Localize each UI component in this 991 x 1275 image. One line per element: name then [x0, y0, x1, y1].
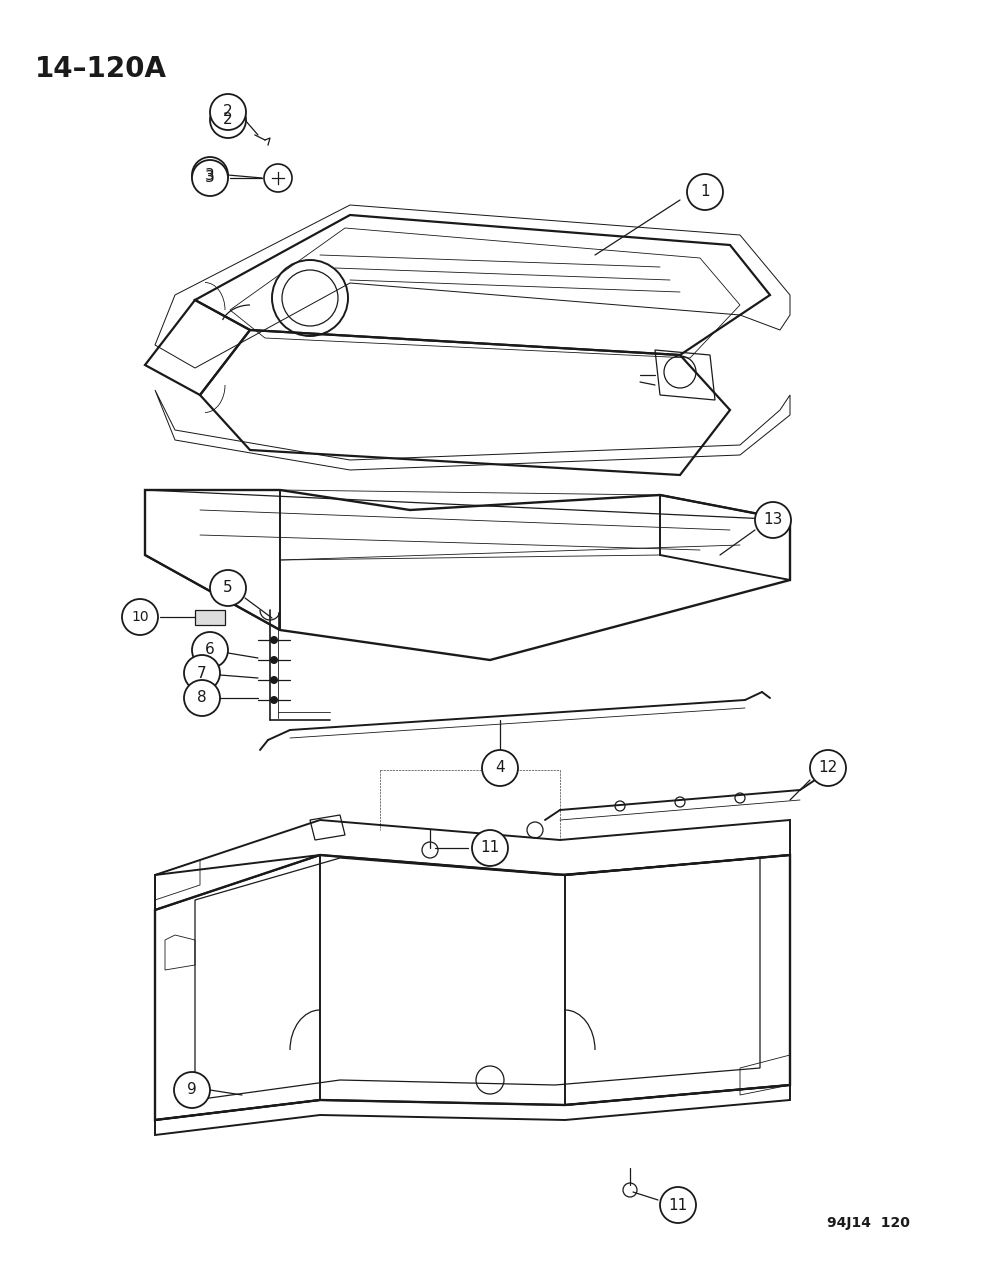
- Circle shape: [192, 632, 228, 668]
- Text: 2: 2: [223, 105, 233, 120]
- Text: 11: 11: [481, 840, 499, 856]
- Circle shape: [810, 750, 846, 785]
- Circle shape: [184, 655, 220, 691]
- Circle shape: [192, 157, 228, 193]
- Circle shape: [210, 570, 246, 606]
- Text: 7: 7: [197, 666, 207, 681]
- Text: 10: 10: [131, 609, 149, 623]
- Circle shape: [122, 599, 158, 635]
- Circle shape: [270, 696, 278, 704]
- Text: 94J14  120: 94J14 120: [827, 1216, 910, 1230]
- Circle shape: [184, 680, 220, 717]
- Circle shape: [174, 1072, 210, 1108]
- Circle shape: [210, 94, 246, 130]
- Circle shape: [755, 502, 791, 538]
- Text: 3: 3: [205, 167, 215, 182]
- Circle shape: [270, 657, 278, 664]
- Text: 9: 9: [187, 1082, 197, 1098]
- Circle shape: [270, 636, 278, 644]
- Text: 2: 2: [223, 112, 233, 128]
- Text: 13: 13: [763, 513, 783, 528]
- Circle shape: [270, 676, 278, 683]
- Text: 8: 8: [197, 691, 207, 705]
- Text: 1: 1: [701, 185, 710, 199]
- Text: 4: 4: [496, 760, 504, 775]
- Text: 6: 6: [205, 643, 215, 658]
- Text: 11: 11: [668, 1197, 688, 1213]
- Circle shape: [687, 173, 723, 210]
- Text: 12: 12: [819, 760, 837, 775]
- Circle shape: [482, 750, 518, 785]
- Circle shape: [192, 159, 228, 196]
- Circle shape: [660, 1187, 696, 1223]
- Polygon shape: [195, 609, 225, 625]
- Text: 14–120A: 14–120A: [35, 55, 167, 83]
- Circle shape: [210, 102, 246, 138]
- Text: 5: 5: [223, 580, 233, 595]
- Text: 3: 3: [205, 171, 215, 185]
- Circle shape: [472, 830, 508, 866]
